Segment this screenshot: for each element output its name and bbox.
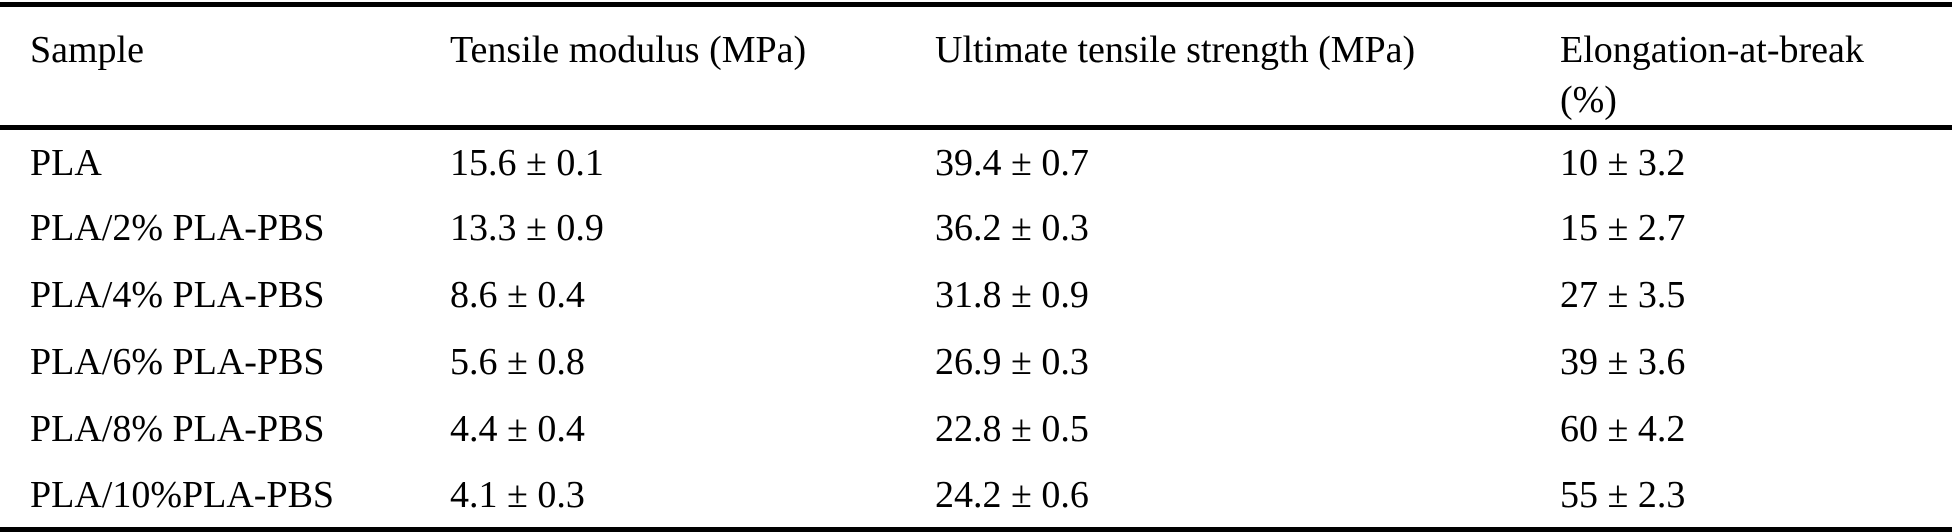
cell-elongation-at-break: 27 ± 3.5 — [1560, 274, 1686, 317]
cell-sample: PLA/10%PLA-PBS — [30, 474, 335, 517]
cell-tensile-modulus: 5.6 ± 0.8 — [450, 341, 585, 384]
cell-sample: PLA/8% PLA-PBS — [30, 408, 325, 451]
cell-ultimate-tensile-strength: 31.8 ± 0.9 — [935, 274, 1089, 317]
cell-elongation-at-break: 60 ± 4.2 — [1560, 408, 1686, 451]
table-row: PLA/6% PLA-PBS 5.6 ± 0.8 26.9 ± 0.3 39 ±… — [0, 329, 1952, 396]
cell-elongation-at-break: 10 ± 3.2 — [1560, 141, 1686, 184]
cell-tensile-modulus: 13.3 ± 0.9 — [450, 207, 604, 250]
cell-elongation-at-break: 39 ± 3.6 — [1560, 341, 1686, 384]
cell-sample: PLA/4% PLA-PBS — [30, 274, 325, 317]
cell-tensile-modulus: 15.6 ± 0.1 — [450, 141, 604, 184]
column-header-ultimate-tensile-strength-label: Ultimate tensile strength (MPa) — [935, 29, 1416, 71]
table-header: Sample Tensile modulus (MPa) Ultimate te… — [0, 4, 1952, 131]
cell-sample: PLA — [30, 141, 102, 184]
cell-ultimate-tensile-strength: 26.9 ± 0.3 — [935, 341, 1089, 384]
cell-tensile-modulus: 4.1 ± 0.3 — [450, 474, 585, 517]
cell-elongation-at-break: 55 ± 2.3 — [1560, 474, 1686, 517]
table-row: PLA/8% PLA-PBS 4.4 ± 0.4 22.8 ± 0.5 60 ±… — [0, 396, 1952, 463]
column-header-sample-label: Sample — [30, 29, 144, 71]
table-row: PLA/4% PLA-PBS 8.6 ± 0.4 31.8 ± 0.9 27 ±… — [0, 262, 1952, 329]
table-row: PLA/2% PLA-PBS 13.3 ± 0.9 36.2 ± 0.3 15 … — [0, 195, 1952, 262]
column-header-tensile-modulus-label: Tensile modulus (MPa) — [450, 29, 807, 71]
cell-ultimate-tensile-strength: 24.2 ± 0.6 — [935, 474, 1089, 517]
cell-sample: PLA/6% PLA-PBS — [30, 341, 325, 384]
table-row: PLA 15.6 ± 0.1 39.4 ± 0.7 10 ± 3.2 — [0, 128, 1952, 195]
column-header-tensile-modulus: Tensile modulus (MPa) — [450, 4, 935, 131]
column-header-elongation-label-line2: (%) — [1560, 79, 1617, 122]
column-header-ultimate-tensile-strength: Ultimate tensile strength (MPa) — [935, 4, 1560, 131]
cell-ultimate-tensile-strength: 36.2 ± 0.3 — [935, 207, 1089, 250]
cell-ultimate-tensile-strength: 22.8 ± 0.5 — [935, 408, 1089, 451]
cell-elongation-at-break: 15 ± 2.7 — [1560, 207, 1686, 250]
table-row: PLA/10%PLA-PBS 4.1 ± 0.3 24.2 ± 0.6 55 ±… — [0, 463, 1952, 530]
cell-ultimate-tensile-strength: 39.4 ± 0.7 — [935, 141, 1089, 184]
cell-tensile-modulus: 4.4 ± 0.4 — [450, 408, 585, 451]
column-header-elongation-label-line1: Elongation-at-break — [1560, 29, 1864, 71]
column-header-sample: Sample — [0, 4, 450, 131]
cell-sample: PLA/2% PLA-PBS — [30, 207, 325, 250]
header-row: Sample Tensile modulus (MPa) Ultimate te… — [0, 4, 1952, 131]
cell-tensile-modulus: 8.6 ± 0.4 — [450, 274, 585, 317]
column-header-elongation-at-break: Elongation-at-break (%) — [1560, 4, 1952, 131]
table-body: PLA 15.6 ± 0.1 39.4 ± 0.7 10 ± 3.2 PLA/2… — [0, 128, 1952, 530]
